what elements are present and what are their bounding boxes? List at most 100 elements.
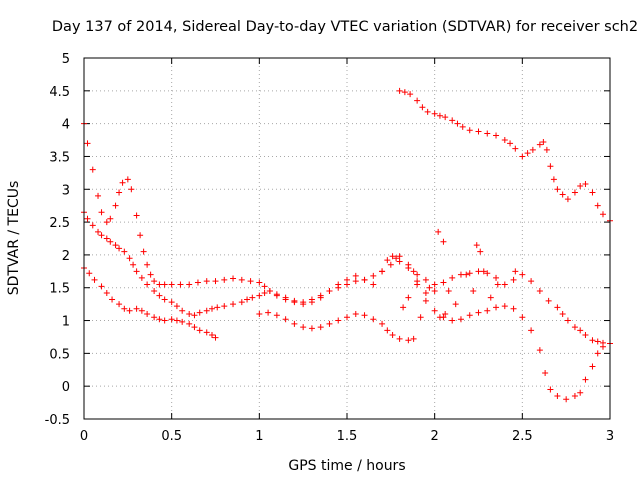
data-point xyxy=(400,304,407,311)
data-point xyxy=(477,248,484,255)
data-point xyxy=(442,310,449,317)
data-point xyxy=(116,301,123,308)
data-point xyxy=(335,284,342,291)
data-point xyxy=(126,255,133,262)
data-point xyxy=(445,288,452,295)
data-point xyxy=(291,320,298,327)
data-point xyxy=(344,281,350,288)
data-point xyxy=(559,310,566,317)
data-point xyxy=(571,324,578,331)
data-point xyxy=(266,288,273,295)
data-point xyxy=(475,309,482,316)
data-point xyxy=(384,257,391,264)
data-point xyxy=(536,288,543,295)
data-point xyxy=(256,292,263,299)
data-point xyxy=(133,212,140,219)
data-point xyxy=(536,347,543,354)
data-point xyxy=(431,288,438,295)
data-point xyxy=(214,304,221,311)
y-tick-label: 3 xyxy=(62,183,70,198)
data-point xyxy=(431,110,438,117)
data-point xyxy=(194,279,201,286)
data-point xyxy=(493,304,500,311)
data-point xyxy=(370,281,377,288)
data-point xyxy=(238,299,245,306)
data-point xyxy=(563,396,570,403)
data-point xyxy=(577,389,584,396)
data-point xyxy=(442,114,449,121)
data-point xyxy=(452,301,459,308)
data-point xyxy=(335,317,342,324)
data-markers xyxy=(81,87,613,403)
data-point xyxy=(244,296,251,303)
data-point xyxy=(582,181,589,188)
plot-frame xyxy=(83,57,611,420)
data-point xyxy=(191,324,198,331)
data-point xyxy=(208,331,215,338)
data-point xyxy=(594,202,601,209)
data-point xyxy=(582,331,589,338)
data-point xyxy=(449,274,456,281)
data-point xyxy=(410,335,417,342)
data-point xyxy=(212,278,219,285)
data-point xyxy=(221,276,228,283)
y-tick-label: 0.5 xyxy=(49,347,70,362)
data-point xyxy=(436,112,443,119)
data-point xyxy=(173,303,180,310)
data-point xyxy=(186,320,193,327)
data-point xyxy=(466,312,473,319)
data-point xyxy=(487,294,494,301)
data-point xyxy=(524,150,531,157)
data-point xyxy=(493,132,500,139)
data-point xyxy=(186,310,193,317)
data-point xyxy=(161,317,168,324)
data-point xyxy=(405,337,412,344)
data-point xyxy=(510,276,517,283)
data-point xyxy=(540,139,547,146)
data-point xyxy=(84,215,91,222)
data-point xyxy=(112,202,119,209)
data-point xyxy=(119,179,126,186)
data-point xyxy=(396,335,403,342)
x-tick-label: 0 xyxy=(80,429,88,444)
data-point xyxy=(379,320,386,327)
data-point xyxy=(177,281,184,288)
data-point xyxy=(317,324,324,331)
data-point xyxy=(130,261,137,268)
data-point xyxy=(529,146,536,153)
data-point xyxy=(582,376,589,383)
data-point xyxy=(457,271,464,278)
data-point xyxy=(156,281,163,288)
data-point xyxy=(417,314,424,321)
data-point xyxy=(196,309,203,316)
data-point xyxy=(300,299,307,306)
data-point xyxy=(512,268,519,275)
data-point xyxy=(396,253,403,260)
data-point xyxy=(230,301,237,308)
y-tick-label: 2.5 xyxy=(49,216,70,231)
y-tick-label: 2 xyxy=(62,249,70,264)
data-point xyxy=(466,270,473,277)
data-point xyxy=(440,314,447,321)
data-point xyxy=(396,258,403,265)
data-point xyxy=(138,274,145,281)
data-point xyxy=(407,91,414,98)
data-point xyxy=(547,386,554,393)
data-point xyxy=(196,327,203,334)
data-point xyxy=(387,261,394,268)
x-tick-label: 2.5 xyxy=(512,429,533,444)
data-point xyxy=(124,176,131,183)
data-point xyxy=(389,253,396,260)
data-point xyxy=(543,146,550,153)
data-point xyxy=(151,288,158,295)
tick-labels: 0 0.5 1 1.5 2 2.5 3 -0.5 0 0.5 1 1.5 2 2.5 3 3.5 4 4.5 5 xyxy=(45,52,615,444)
data-point xyxy=(144,310,151,317)
data-point xyxy=(493,274,500,281)
data-point xyxy=(151,278,158,285)
data-point xyxy=(151,314,158,321)
data-point xyxy=(168,281,175,288)
data-point xyxy=(470,288,477,295)
data-point xyxy=(265,309,272,316)
data-point xyxy=(512,145,519,152)
